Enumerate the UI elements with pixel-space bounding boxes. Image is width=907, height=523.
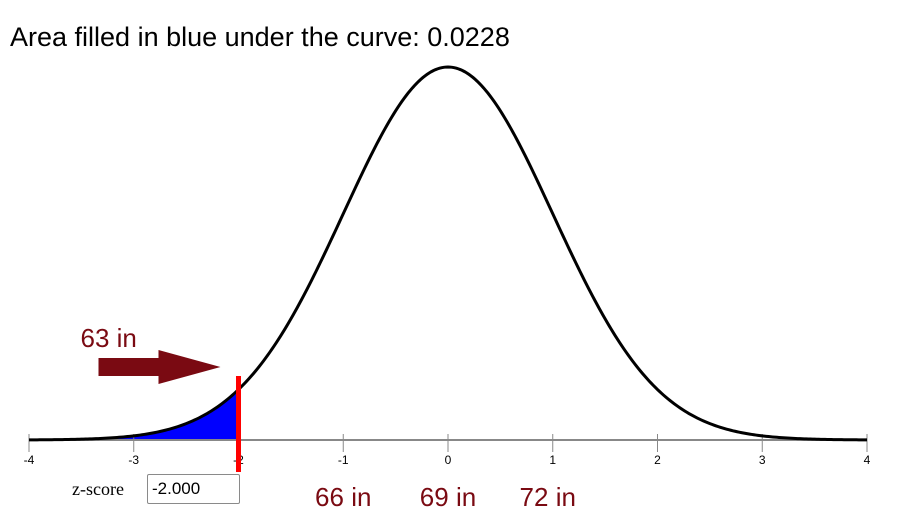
marker-inch-label: 63 in <box>81 323 137 353</box>
area-title: Area filled in blue under the curve: 0.0… <box>10 22 510 52</box>
x-tick-label: 4 <box>864 453 871 467</box>
density-curve <box>28 65 868 442</box>
shaded-area <box>29 389 239 440</box>
inch-label: 72 in <box>520 482 576 512</box>
inch-label: 66 in <box>315 482 371 512</box>
arrow-icon <box>98 350 221 384</box>
z-score-input[interactable] <box>147 474 240 504</box>
x-tick-label: 2 <box>654 453 661 467</box>
x-tick-label: 1 <box>549 453 556 467</box>
x-tick-label: -3 <box>128 453 139 467</box>
inch-label: 69 in <box>420 482 476 512</box>
z-score-label: z-score <box>72 479 124 499</box>
x-tick-label: 3 <box>759 453 766 467</box>
x-tick-label: 0 <box>445 453 452 467</box>
x-tick-label: -4 <box>24 453 35 467</box>
x-tick-label: -1 <box>338 453 349 467</box>
inch-labels: 66 in 69 in 72 in <box>315 482 576 512</box>
